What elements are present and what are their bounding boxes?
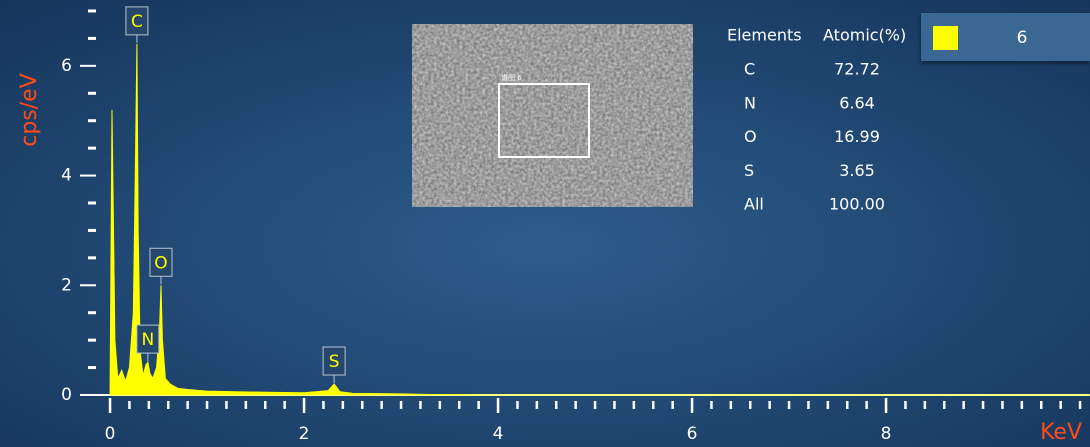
y-axis-label: cps/eV: [17, 73, 42, 147]
table-cell: 72.72: [834, 60, 880, 79]
x-axis-label: KeV: [1040, 420, 1082, 445]
x-tick-label: 8: [881, 424, 892, 444]
y-tick-label: 6: [61, 56, 72, 76]
table-header: Elements: [727, 26, 802, 45]
table-cell: S: [744, 161, 754, 180]
x-tick-label: 6: [687, 424, 698, 444]
peak-label: O: [154, 253, 167, 273]
y-tick-label: 0: [61, 385, 72, 405]
peak-label: S: [329, 352, 340, 372]
y-tick-label: 4: [61, 166, 72, 186]
peak-label: N: [142, 330, 155, 350]
table-cell: N: [744, 93, 756, 112]
table-cell: O: [744, 127, 757, 146]
table-cell: All: [744, 195, 764, 214]
inset-texture: [412, 24, 693, 207]
table-header: Atomic(%): [823, 26, 906, 45]
y-tick-label: 2: [61, 275, 72, 295]
table-cell: 16.99: [834, 127, 880, 146]
x-tick-label: 2: [299, 424, 310, 444]
inset-label: 谱图 6: [501, 73, 522, 82]
x-tick-label: 0: [105, 424, 116, 444]
table-cell: C: [744, 60, 755, 79]
chart: cps/eV KeV 谱图 6 Elements Atomic(%) C 72.7…: [0, 0, 1090, 447]
table-cell: 3.65: [839, 161, 875, 180]
table-cell: 100.00: [829, 195, 885, 214]
x-tick-label: 4: [493, 424, 504, 444]
legend-swatch: [933, 26, 958, 50]
table-cell: 6.64: [839, 93, 875, 112]
legend: 6: [921, 13, 1090, 61]
legend-label: 6: [1017, 28, 1028, 48]
inset-image: 谱图 6: [412, 24, 693, 207]
peak-label: C: [131, 12, 143, 32]
